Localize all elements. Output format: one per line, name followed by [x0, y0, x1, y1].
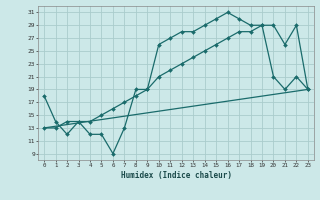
X-axis label: Humidex (Indice chaleur): Humidex (Indice chaleur)	[121, 171, 231, 180]
